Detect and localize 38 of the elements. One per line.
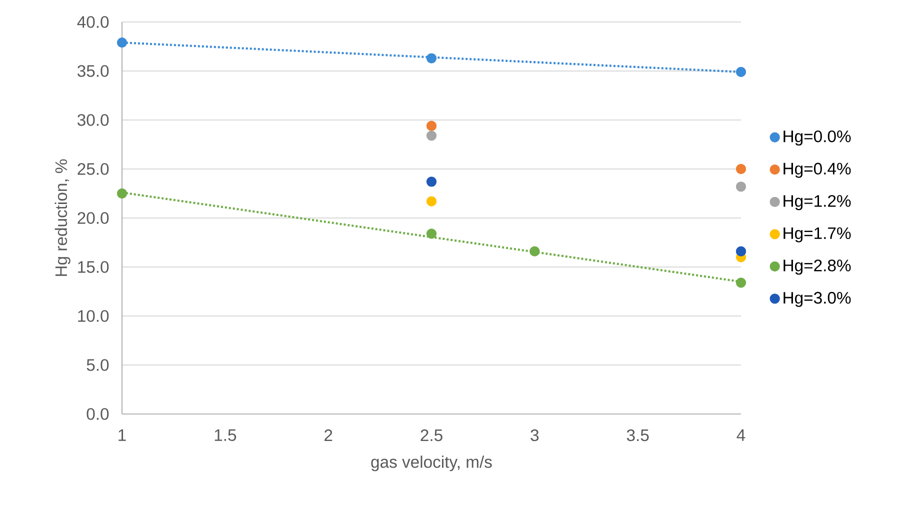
point xyxy=(116,38,128,48)
x-axis-title: gas velocity, m/s xyxy=(371,456,492,472)
y-tick-label: 15.0 xyxy=(78,261,109,273)
point xyxy=(530,246,540,256)
legend-label: Hg=1.2% xyxy=(784,195,851,210)
y-tick-label: 5.0 xyxy=(86,359,109,371)
y-tick-label: 20.0 xyxy=(78,212,109,224)
point xyxy=(736,164,746,174)
legend-label: Hg=1.7% xyxy=(784,227,851,242)
legend-label: Hg=0.0% xyxy=(784,130,851,146)
point xyxy=(426,53,437,64)
point xyxy=(116,188,128,199)
point xyxy=(736,182,746,192)
point xyxy=(736,246,746,256)
y-tick-label: 25.0 xyxy=(78,163,109,175)
y-tick-label: 35.0 xyxy=(77,65,109,77)
point xyxy=(736,278,746,288)
x-tick-label: 3 xyxy=(530,429,539,442)
y-tick-label: 0.0 xyxy=(86,408,109,420)
legend-label: Hg=3.0% xyxy=(784,292,851,307)
legend-label: Hg=2.8% xyxy=(784,260,851,275)
x-tick-label: 2 xyxy=(324,429,332,441)
y-tick-label: 10.0 xyxy=(78,310,109,322)
point xyxy=(426,120,437,131)
x-tick-label: 4 xyxy=(736,429,746,441)
y-axis-title: Hg reduction, % xyxy=(54,159,70,276)
x-tick-label: 1 xyxy=(118,429,126,441)
x-tick-label: 1.5 xyxy=(214,429,236,441)
point xyxy=(426,130,437,141)
point xyxy=(426,176,437,187)
legend-label: Hg=0.4% xyxy=(784,162,851,178)
point xyxy=(426,228,437,239)
x-tick-label: 2.5 xyxy=(420,429,442,442)
y-tick-label: 30.0 xyxy=(77,114,109,126)
y-tick-label: 40.0 xyxy=(77,16,109,28)
point xyxy=(736,66,746,78)
point xyxy=(426,196,437,206)
x-tick-label: 3.5 xyxy=(626,429,649,442)
